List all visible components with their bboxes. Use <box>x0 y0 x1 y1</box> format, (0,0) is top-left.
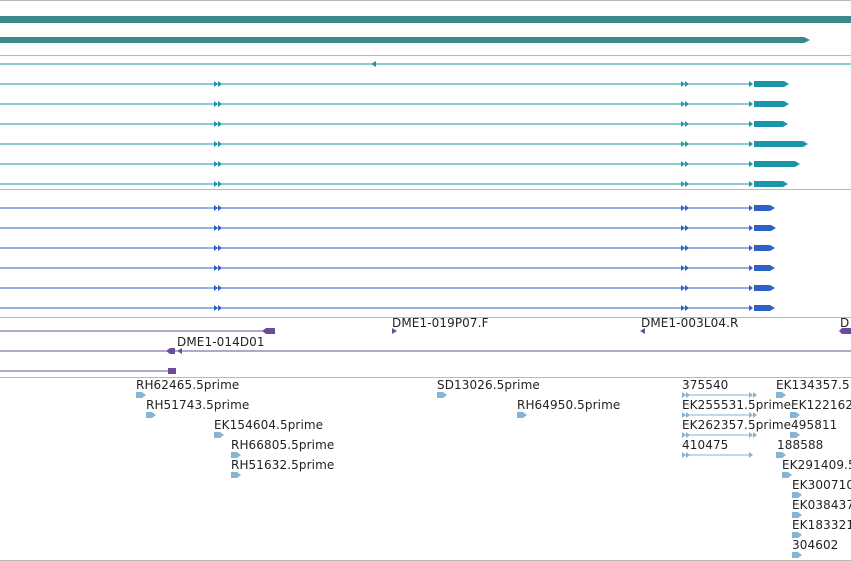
est-marker[interactable] <box>231 452 241 458</box>
gene-model-track <box>0 189 851 317</box>
transcript-feature[interactable] <box>0 121 788 127</box>
est-feature[interactable] <box>682 452 753 458</box>
clone-feature[interactable] <box>0 348 851 354</box>
gene-model-feature[interactable] <box>0 245 775 251</box>
est-marker[interactable] <box>782 472 792 478</box>
est-track: RH62465.5prime RH51743.5prime EK154604.5… <box>0 377 851 560</box>
est-track-svg <box>136 392 802 558</box>
est-label[interactable]: EK134357.5 <box>776 378 850 392</box>
clone-track-svg <box>0 328 851 374</box>
track-divider <box>0 0 851 1</box>
gene-model-feature[interactable] <box>0 285 775 291</box>
est-marker[interactable] <box>792 492 802 498</box>
est-label[interactable]: RH66805.5prime <box>231 438 335 452</box>
gene-model-feature[interactable] <box>0 205 775 211</box>
est-marker[interactable] <box>790 412 800 418</box>
est-label[interactable]: 304602 <box>792 538 839 552</box>
clone-end-marker[interactable] <box>839 328 851 334</box>
est-label[interactable]: EK255531.5prime <box>682 398 792 412</box>
est-label[interactable]: EK183321 <box>792 518 851 532</box>
clone-feature[interactable] <box>0 368 176 374</box>
track-divider <box>0 377 851 378</box>
est-marker[interactable] <box>792 532 802 538</box>
gene-model-feature[interactable] <box>0 265 775 271</box>
est-marker[interactable] <box>136 392 146 398</box>
est-label[interactable]: 375540 <box>682 378 729 392</box>
est-marker[interactable] <box>776 392 786 398</box>
transcript-track <box>0 55 851 189</box>
clone-label[interactable]: DME1-003L04.R <box>641 316 739 330</box>
clone-end-marker[interactable] <box>392 328 397 334</box>
clone-end-marker[interactable] <box>640 328 645 334</box>
contig-bar[interactable] <box>0 16 851 23</box>
est-label[interactable]: EK122162 <box>791 398 851 412</box>
est-marker[interactable] <box>231 472 241 478</box>
est-label[interactable]: 188588 <box>777 438 824 452</box>
gene-model-track-svg <box>0 205 776 311</box>
est-marker[interactable] <box>146 412 156 418</box>
gene-model-feature[interactable] <box>0 225 776 231</box>
est-label[interactable]: RH64950.5prime <box>517 398 621 412</box>
assembly-track-svg <box>0 16 851 43</box>
est-label[interactable]: EK262357.5prime <box>682 418 792 432</box>
scaffold-bar[interactable] <box>0 37 810 43</box>
track-divider <box>0 317 851 318</box>
est-label[interactable]: EK154604.5prime <box>214 418 324 432</box>
est-label[interactable]: 410475 <box>682 438 729 452</box>
transcript-feature-reverse[interactable] <box>0 61 851 67</box>
transcript-feature[interactable] <box>0 141 808 147</box>
est-feature[interactable] <box>682 432 757 438</box>
est-label[interactable]: EK300710 <box>792 478 851 492</box>
clone-feature[interactable] <box>0 328 275 334</box>
transcript-feature[interactable] <box>0 181 788 187</box>
est-marker[interactable] <box>790 432 800 438</box>
est-marker[interactable] <box>792 512 802 518</box>
assembly-track <box>0 0 851 55</box>
clone-label[interactable]: D <box>840 316 850 330</box>
est-label[interactable]: SD13026.5prime <box>437 378 540 392</box>
est-marker[interactable] <box>776 452 786 458</box>
transcript-feature[interactable] <box>0 101 789 107</box>
est-label[interactable]: RH62465.5prime <box>136 378 240 392</box>
transcript-track-svg <box>0 61 851 187</box>
est-label[interactable]: RH51632.5prime <box>231 458 335 472</box>
est-marker[interactable] <box>214 432 224 438</box>
est-label[interactable]: RH51743.5prime <box>146 398 250 412</box>
est-label[interactable]: EK038437 <box>792 498 851 512</box>
est-label[interactable]: EK291409.5 <box>782 458 851 472</box>
est-feature[interactable] <box>682 412 757 418</box>
transcript-feature[interactable] <box>0 161 800 167</box>
track-divider <box>0 55 851 56</box>
track-divider <box>0 189 851 190</box>
est-marker[interactable] <box>517 412 527 418</box>
clone-label[interactable]: DME1-014D01 <box>177 335 265 349</box>
est-label[interactable]: 495811 <box>791 418 838 432</box>
est-marker[interactable] <box>437 392 447 398</box>
est-marker[interactable] <box>792 552 802 558</box>
clone-label[interactable]: DME1-019P07.F <box>392 316 489 330</box>
clone-track: DME1-019P07.F DME1-003L04.R D DME1-014D0… <box>0 316 851 377</box>
est-feature[interactable] <box>682 392 757 398</box>
gene-model-feature[interactable] <box>0 305 775 311</box>
transcript-feature[interactable] <box>0 81 789 87</box>
